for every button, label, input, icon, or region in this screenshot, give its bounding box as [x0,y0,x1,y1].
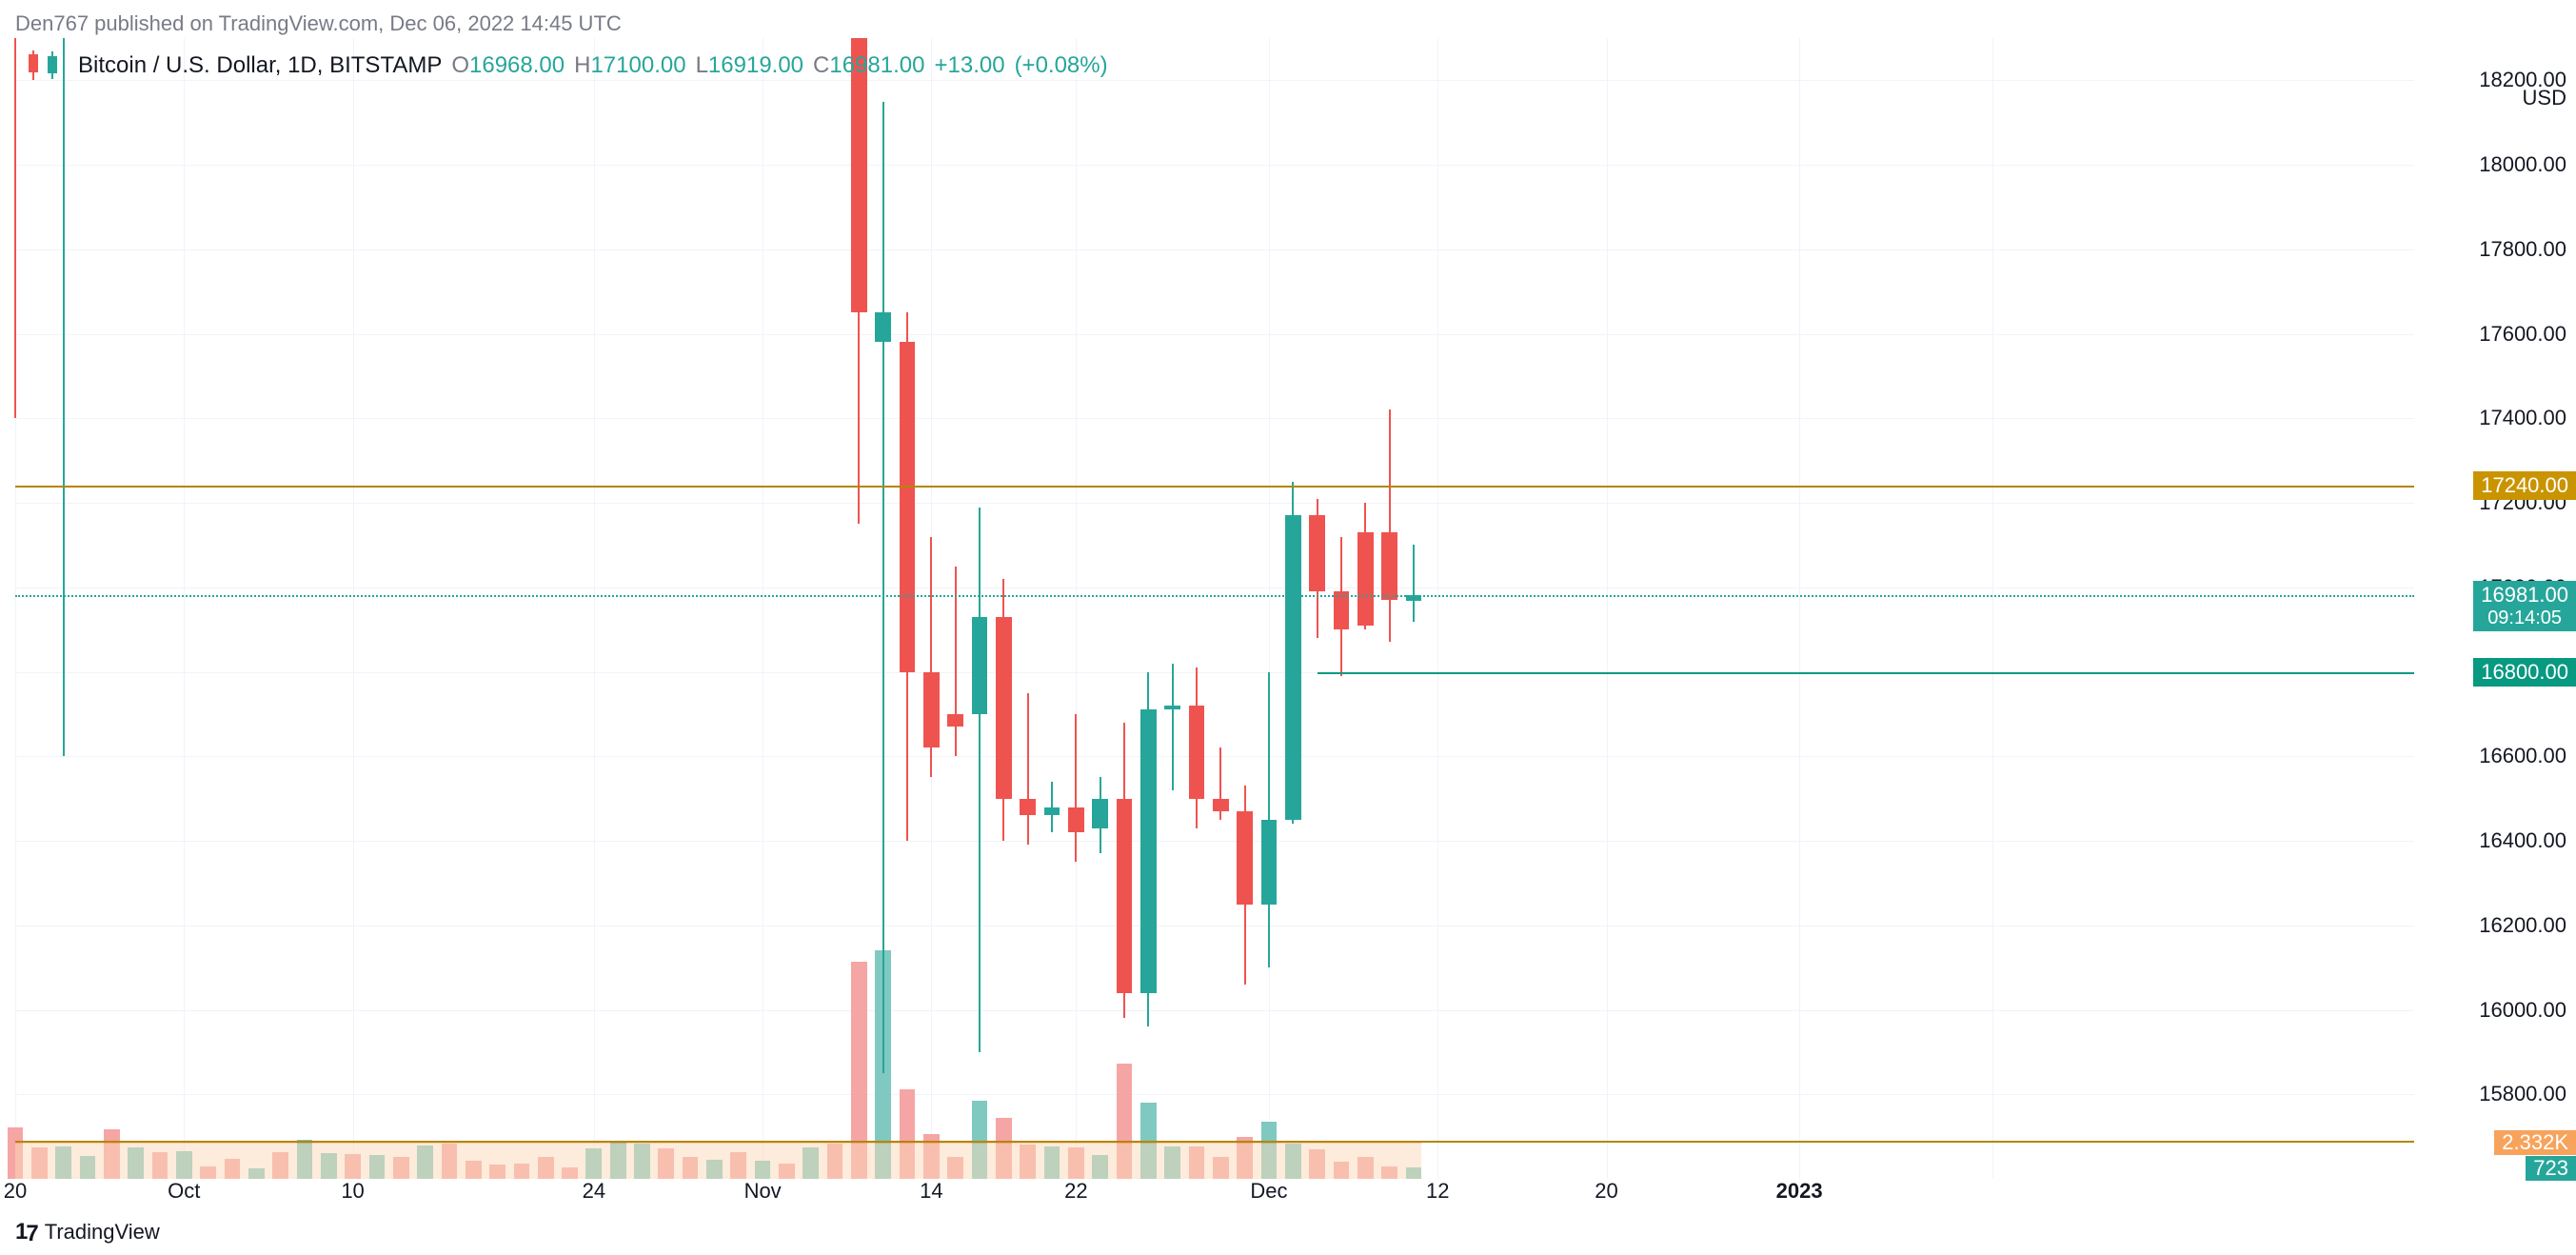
legend-o-value: 16968.00 [469,52,565,78]
candle [1140,38,1157,1179]
x-axis-tick-label: 20 [4,1179,27,1204]
y-axis-tick-label: 16400.00 [2479,828,2566,853]
tv-logo-icon: 17 [15,1219,37,1245]
legend-c-label: C [813,52,829,78]
candle [1213,38,1229,1179]
legend-l-label: L [696,52,708,78]
legend-h-value: 17100.00 [590,52,685,78]
y-axis-tick-label: 16000.00 [2479,998,2566,1023]
candle [996,38,1012,1179]
y-axis-tick-label: 17400.00 [2479,406,2566,430]
candle [972,38,988,1179]
y-axis-tick-label: 16600.00 [2479,744,2566,768]
volume-ma-label: 2.332K [2494,1130,2576,1155]
y-axis-tick-label: 17600.00 [2479,322,2566,347]
candle [1020,38,1036,1179]
candle [1117,38,1133,1179]
y-axis-tick-label: 17800.00 [2479,237,2566,262]
tradingview-logo: 17 TradingView [15,1219,160,1245]
candle [1164,38,1180,1179]
candle [1068,38,1084,1179]
candle [875,38,891,1179]
y-axis-tick-label: 15800.00 [2479,1082,2566,1106]
x-axis-tick-label: Nov [744,1179,782,1204]
x-axis-tick-label: 2023 [1776,1179,1823,1204]
x-axis-tick-label: 14 [920,1179,942,1204]
candle [1357,38,1374,1179]
legend-change-abs: +13.00 [934,52,1004,79]
x-axis-tick-label: 24 [583,1179,605,1204]
x-axis-tick-label: 22 [1064,1179,1087,1204]
candle [1237,38,1253,1179]
candle [1406,38,1422,1179]
legend-change-pct: (+0.08%) [1015,52,1108,79]
legend-symbol: Bitcoin / U.S. Dollar, 1D, BITSTAMP [78,52,442,79]
time-axis[interactable]: 20Oct1024Nov1422Dec12202023 [15,1179,2414,1217]
candle [1092,38,1108,1179]
legend-h-label: H [574,52,590,78]
volume-last-label: 723 [2526,1156,2576,1181]
x-axis-tick-label: 10 [341,1179,364,1204]
legend-c-value: 16981.00 [829,52,924,78]
price-line-label: 16800.00 [2473,658,2576,687]
price-line-label: 17240.00 [2473,471,2576,500]
x-axis-tick-label: Dec [1250,1179,1287,1204]
candle-wick-offscreen [14,38,16,418]
candle [1285,38,1301,1179]
chart-plot-area[interactable]: Bitcoin / U.S. Dollar, 1D, BITSTAMP O169… [15,38,2414,1179]
candle [1381,38,1397,1179]
last-price-label: 16981.0009:14:05 [2473,581,2576,631]
candle [1044,38,1060,1179]
candle [1189,38,1205,1179]
price-axis[interactable]: USD 15800.0016000.0016200.0016400.001660… [2414,38,2576,1179]
y-axis-tick-label: 18200.00 [2479,68,2566,92]
tv-logo-text: TradingView [45,1220,160,1245]
y-axis-tick-label: 18000.00 [2479,152,2566,177]
candle [851,38,867,1179]
candle [1309,38,1325,1179]
legend-mini-candles-icon [23,50,69,82]
x-axis-tick-label: 12 [1426,1179,1449,1204]
chart-legend[interactable]: Bitcoin / U.S. Dollar, 1D, BITSTAMP O169… [23,50,1108,82]
candle [1261,38,1278,1179]
candle [923,38,940,1179]
x-axis-tick-label: Oct [168,1179,200,1204]
publish-header: Den767 published on TradingView.com, Dec… [15,11,622,36]
candle-wick-offscreen [63,38,65,756]
candle [1334,38,1350,1179]
candle [900,38,916,1179]
candle [947,38,963,1179]
y-axis-tick-label: 16200.00 [2479,913,2566,938]
legend-l-value: 16919.00 [708,52,803,78]
legend-o-label: O [451,52,469,78]
x-axis-tick-label: 20 [1595,1179,1617,1204]
